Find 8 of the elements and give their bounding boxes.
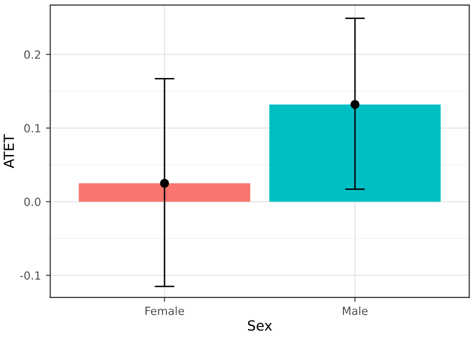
x-axis-title: Sex xyxy=(248,320,272,331)
y-tick-label: 0.2 xyxy=(24,50,40,59)
x-tick-label: Female xyxy=(146,306,184,316)
y-tick-label: 0.0 xyxy=(24,198,40,206)
y-axis-title: ATET xyxy=(4,134,14,168)
x-tick-label: Male xyxy=(342,306,368,316)
y-tick-label: 0.1 xyxy=(24,124,40,132)
y-tick-label: -0.1 xyxy=(20,271,40,280)
